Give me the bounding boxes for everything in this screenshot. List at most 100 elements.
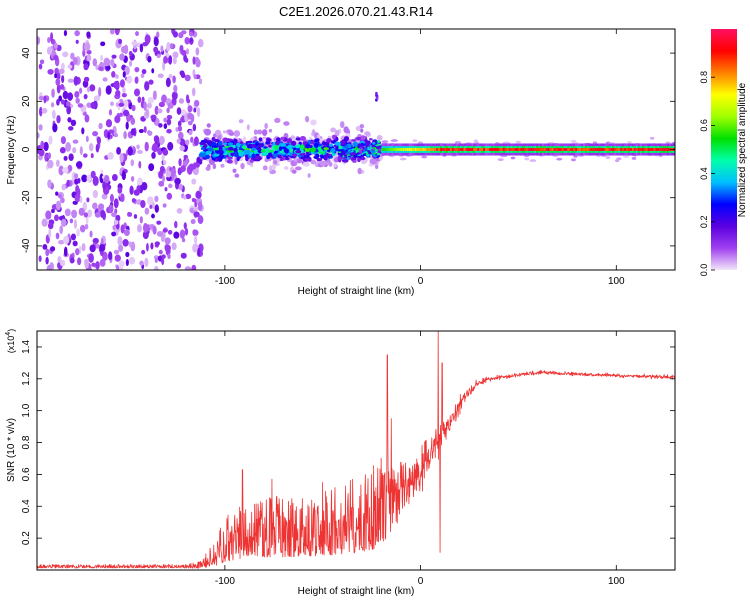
spectrogram-cell <box>41 107 48 114</box>
spectrogram-cell <box>181 238 186 243</box>
spectrogram-cell <box>63 29 68 37</box>
spectrogram-cell <box>153 46 159 53</box>
spectrogram-cell <box>355 136 362 141</box>
spectrogram-cell <box>146 242 149 252</box>
spectrogram-cell <box>197 215 204 225</box>
spectrogram-cell <box>506 148 510 151</box>
spectrogram-cell <box>417 141 424 145</box>
spectrogram-cell <box>100 54 104 62</box>
spectrogram-cell <box>343 157 347 160</box>
spectrogram-cell <box>308 136 313 141</box>
spectrogram-cell <box>368 151 372 155</box>
spectrogram-cell <box>218 145 223 152</box>
spectrogram-cell <box>177 120 182 127</box>
spectrogram-cell <box>266 138 272 142</box>
spectrogram-cell <box>101 193 108 200</box>
spectrogram-cell <box>130 175 135 182</box>
spectrogram-cell <box>512 148 516 151</box>
spectrogram-cell <box>86 54 92 62</box>
spectrogram-cell <box>390 139 398 142</box>
spectrogram-cell <box>166 118 172 126</box>
spectrogram-cell <box>128 256 136 265</box>
spectrogram-cell <box>111 212 117 218</box>
spectrogram-cell <box>530 148 533 151</box>
spectrogram-cell <box>163 55 168 64</box>
spectrogram-cell <box>152 90 157 100</box>
spectrogram-cell <box>89 230 93 238</box>
spectrogram-cell <box>63 246 68 257</box>
spectrogram-cell <box>45 210 52 220</box>
spectrogram-cell <box>498 148 502 151</box>
spectrogram-cell <box>55 191 59 196</box>
spectrogram-cell <box>169 43 174 49</box>
spectrogram-cell <box>151 68 155 74</box>
spectrogram-cell <box>227 156 233 160</box>
spectrogram-cell <box>655 148 658 151</box>
spectrogram-cell <box>179 145 185 152</box>
spectrogram-cell <box>37 36 41 45</box>
spectrogram-cell <box>164 244 171 252</box>
spectrogram-cell <box>194 99 200 107</box>
spectrogram-cell <box>479 148 482 151</box>
spectrogram-cell <box>131 198 136 203</box>
spectrogram-cell <box>74 178 79 185</box>
spectrogram-cell <box>146 102 152 109</box>
spectrogram-cell <box>387 148 390 151</box>
spectrogram-cell <box>250 144 256 147</box>
spectrogram-cell <box>42 244 48 250</box>
spectrogram-cell <box>534 148 537 151</box>
spectrogram-cell <box>108 251 113 261</box>
spectrogram-cell <box>510 156 516 160</box>
spectrogram-cell <box>164 237 171 245</box>
spectrogram-cell <box>163 117 168 123</box>
spectrogram-cell <box>310 140 315 144</box>
spectrogram-cell <box>62 167 69 174</box>
spectrogram-cell <box>86 197 90 203</box>
spectrogram-cell <box>86 31 91 38</box>
spectrogram-cell <box>37 132 40 139</box>
spectrogram-cell <box>77 103 84 108</box>
spectrogram-cell <box>188 31 194 37</box>
spectrogram-cell <box>631 157 637 160</box>
spectrogram-cell <box>665 148 668 151</box>
spectrogram-cell <box>75 248 80 256</box>
spectrogram-cell <box>473 148 476 151</box>
spectrogram-cell <box>83 212 88 218</box>
spectrogram-cell <box>51 208 55 214</box>
spectrogram-cell <box>440 148 443 151</box>
spectrogram-cell <box>127 146 133 156</box>
spectrogram-cell <box>600 148 604 151</box>
spectrogram-y-tick-label: 40 <box>21 47 32 59</box>
spectrogram-cell <box>68 153 74 162</box>
spectrogram-cell <box>57 194 63 199</box>
spectrogram-cell <box>166 129 172 134</box>
spectrogram-cell <box>134 76 139 84</box>
spectrogram-cell <box>53 42 58 50</box>
spectrogram-y-tick-label: 20 <box>21 95 32 107</box>
spectrogram-cell <box>420 148 424 151</box>
spectrogram-cell <box>141 68 147 75</box>
spectrogram-cell <box>142 222 148 233</box>
spectrogram-cell <box>212 145 219 148</box>
spectrogram-cell <box>317 147 322 153</box>
spectrogram-cell <box>583 148 586 151</box>
spectrogram-cell <box>128 241 132 248</box>
spectrogram-cell <box>123 99 129 108</box>
spectrogram-y-ticks: -40 -20 0 20 40 <box>21 47 675 253</box>
spectrogram-cell <box>571 148 574 151</box>
spectrogram-cell <box>43 141 49 152</box>
spectrogram-cell <box>510 148 514 151</box>
spectrogram-cell <box>48 135 53 145</box>
spectrogram-cell <box>122 238 129 247</box>
spectrogram-y-tick-label: -40 <box>21 238 32 253</box>
spectrogram-cell <box>113 198 119 209</box>
spectrogram-cell <box>81 127 85 135</box>
spectrogram-cell <box>88 142 94 152</box>
spectrogram-cell <box>268 144 272 148</box>
spectrogram-cell <box>114 254 121 262</box>
spectrogram-cell <box>330 147 336 153</box>
spectrogram-cell <box>197 247 201 257</box>
colorbar-tick-label: 0.6 <box>699 119 709 132</box>
spectrogram-cell <box>322 141 328 146</box>
